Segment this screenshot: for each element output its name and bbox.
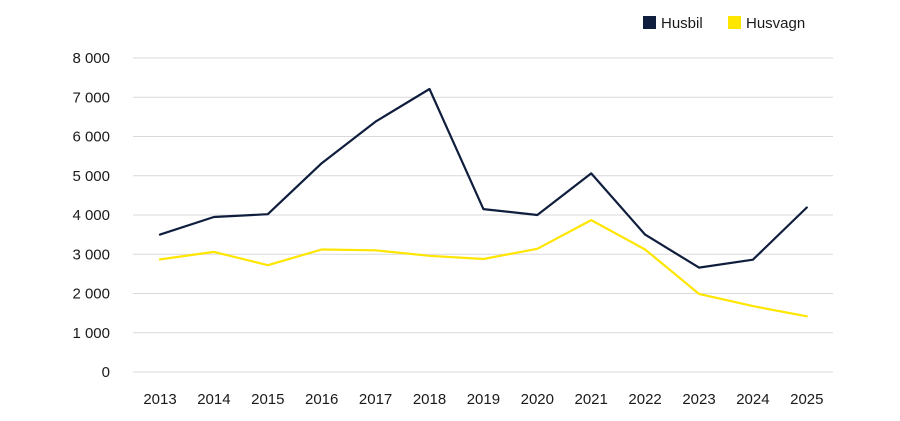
y-tick-label: 0 [102, 364, 110, 381]
y-tick-label: 6 000 [72, 129, 110, 146]
x-tick-label: 2020 [521, 391, 554, 408]
x-tick-label: 2021 [575, 391, 608, 408]
legend-swatch-husvagn [728, 16, 741, 29]
y-tick-label: 7 000 [72, 89, 110, 106]
series-group [158, 87, 808, 318]
y-axis: 0 1 000 2 000 3 000 4 000 5 000 6 000 7 000 8 00… [72, 50, 110, 381]
legend-label-husbil: Husbil [661, 15, 703, 32]
x-tick-label: 2022 [628, 391, 661, 408]
legend: Husbil Husvagn [643, 15, 805, 32]
x-tick-label: 2014 [197, 391, 230, 408]
y-tick-label: 2 000 [72, 286, 110, 303]
y-tick-label: 5 000 [72, 168, 110, 185]
x-tick-label: 2024 [736, 391, 769, 408]
x-tick-label: 2013 [143, 391, 176, 408]
y-tick-label: 8 000 [72, 50, 110, 67]
x-tick-label: 2017 [359, 391, 392, 408]
x-tick-label: 2023 [682, 391, 715, 408]
x-axis: 2013 2014 2015 2016 2017 2018 2019 2020 2021 2022… [143, 391, 823, 408]
y-tick-label: 1 000 [72, 325, 110, 342]
legend-label-husvagn: Husvagn [746, 15, 805, 32]
x-tick-label: 2018 [413, 391, 446, 408]
x-tick-label: 2025 [790, 391, 823, 408]
x-tick-label: 2015 [251, 391, 284, 408]
series-line-husvagn [158, 219, 808, 318]
y-tick-label: 3 000 [72, 246, 110, 263]
series-line-husbil [158, 87, 808, 269]
x-tick-label: 2016 [305, 391, 338, 408]
legend-swatch-husbil [643, 16, 656, 29]
x-tick-label: 2019 [467, 391, 500, 408]
y-tick-label: 4 000 [72, 207, 110, 224]
